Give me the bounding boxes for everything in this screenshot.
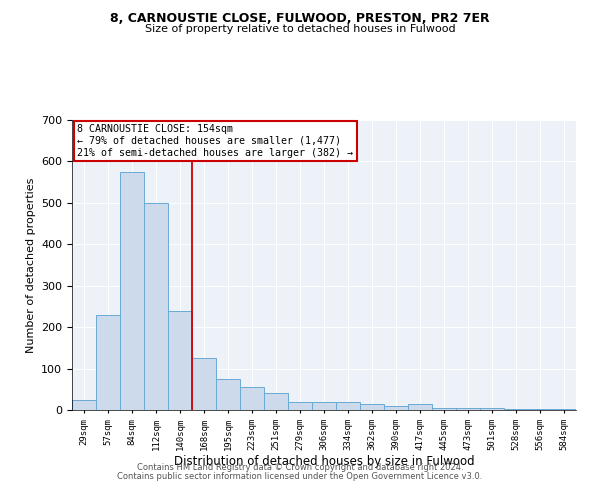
Bar — [504, 409, 528, 410]
Bar — [120, 172, 144, 410]
Bar — [384, 406, 408, 410]
Bar — [456, 408, 480, 410]
Bar — [192, 358, 216, 410]
Bar — [72, 400, 96, 410]
Bar — [168, 310, 192, 410]
Bar — [552, 409, 576, 410]
Text: Contains HM Land Registry data © Crown copyright and database right 2024.: Contains HM Land Registry data © Crown c… — [137, 464, 463, 472]
Bar — [312, 402, 336, 410]
Bar — [528, 409, 552, 410]
Bar — [96, 314, 120, 410]
Text: Contains public sector information licensed under the Open Government Licence v3: Contains public sector information licen… — [118, 472, 482, 481]
Text: Size of property relative to detached houses in Fulwood: Size of property relative to detached ho… — [145, 24, 455, 34]
Bar — [288, 402, 312, 410]
Bar — [144, 203, 168, 410]
Bar — [360, 404, 384, 410]
Bar — [480, 408, 504, 410]
Bar — [336, 402, 360, 410]
Bar — [432, 408, 456, 410]
Text: 8 CARNOUSTIE CLOSE: 154sqm
← 79% of detached houses are smaller (1,477)
21% of s: 8 CARNOUSTIE CLOSE: 154sqm ← 79% of deta… — [77, 124, 353, 158]
Text: 8, CARNOUSTIE CLOSE, FULWOOD, PRESTON, PR2 7ER: 8, CARNOUSTIE CLOSE, FULWOOD, PRESTON, P… — [110, 12, 490, 26]
Y-axis label: Number of detached properties: Number of detached properties — [26, 178, 35, 352]
Bar — [264, 394, 288, 410]
X-axis label: Distribution of detached houses by size in Fulwood: Distribution of detached houses by size … — [173, 456, 475, 468]
Bar — [408, 404, 432, 410]
Bar — [240, 387, 264, 410]
Bar — [216, 379, 240, 410]
